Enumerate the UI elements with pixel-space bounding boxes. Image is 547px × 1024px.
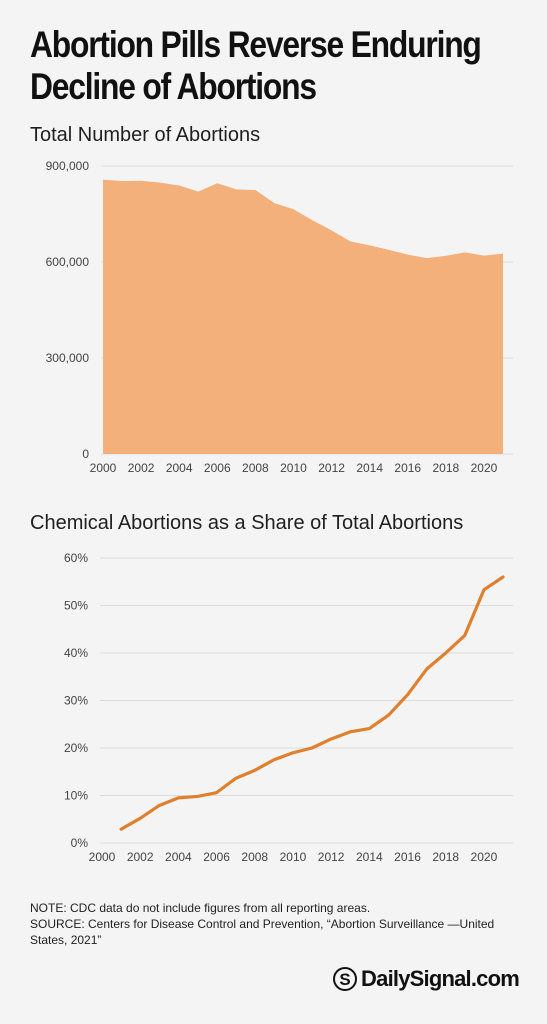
y-tick-label: 60% (64, 551, 88, 565)
x-tick-label: 2014 (356, 461, 383, 475)
x-tick-label: 2012 (318, 850, 345, 864)
x-tick-label: 2008 (241, 850, 268, 864)
x-tick-label: 2004 (166, 461, 193, 475)
headline-line-1: Abortion Pills Reverse Enduring (30, 24, 482, 65)
x-tick-label: 2010 (280, 461, 307, 475)
x-tick-label: 2018 (433, 461, 460, 475)
y-tick-label: 40% (64, 646, 88, 660)
x-tick-label: 2018 (432, 850, 459, 864)
y-tick-label: 600,000 (46, 255, 90, 269)
y-tick-label: 20% (64, 741, 88, 755)
source-text: SOURCE: Centers for Disease Control and … (30, 917, 495, 947)
x-tick-label: 2020 (471, 850, 498, 864)
x-tick-label: 2002 (128, 461, 155, 475)
x-tick-label: 2012 (318, 461, 345, 475)
daily-signal-logo-icon: S (333, 967, 358, 991)
x-tick-label: 2016 (394, 461, 421, 475)
y-tick-label: 0 (82, 447, 89, 461)
x-tick-label: 2014 (356, 850, 383, 864)
line-series (119, 575, 505, 831)
y-tick-label: 0% (71, 836, 89, 850)
x-tick-label: 2016 (394, 850, 421, 864)
y-tick-label: 900,000 (46, 159, 90, 173)
x-tick-label: 2006 (204, 461, 231, 475)
chart-1-title: Total Number of Abortions (30, 124, 261, 146)
brand-logo[interactable]: S DailySignal.com (333, 966, 520, 992)
total-abortions-area-chart: 0 300,000 600,000 900,000 2000 2002 2004 2006 20… (46, 159, 513, 475)
note-text: NOTE: CDC data do not include figures fr… (30, 901, 371, 915)
headline: Abortion Pills Reverse Enduring Decline … (30, 24, 482, 108)
area-series (103, 179, 503, 454)
x-tick-label: 2008 (242, 461, 269, 475)
x-tick-label: 2006 (203, 850, 230, 864)
notes: NOTE: CDC data do not include figures fr… (30, 900, 530, 948)
chemical-share-line-chart: 0% 10% 20% 30% 40% 50% 60% 2000 2002 2004 2006 2008… (64, 551, 513, 864)
x-tick-label: 2010 (280, 850, 307, 864)
y-tick-label: 50% (64, 599, 88, 613)
x-tick-label: 2000 (90, 461, 117, 475)
y-tick-label: 10% (64, 789, 88, 803)
brand-name: DailySignal.com (361, 966, 520, 991)
headline-line-2: Decline of Abortions (30, 66, 317, 107)
y-tick-label: 30% (64, 694, 88, 708)
chart-2-title: Chemical Abortions as a Share of Total A… (30, 512, 464, 534)
x-tick-label: 2004 (165, 850, 192, 864)
x-tick-label: 2000 (89, 850, 116, 864)
x-tick-label: 2020 (471, 461, 498, 475)
x-tick-label: 2002 (127, 850, 154, 864)
y-tick-label: 300,000 (46, 351, 90, 365)
